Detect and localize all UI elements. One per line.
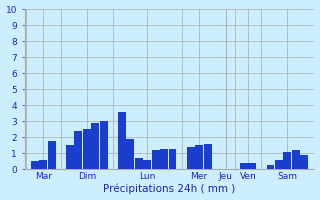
Bar — [169, 149, 177, 169]
Bar — [48, 141, 56, 169]
Bar — [100, 121, 108, 169]
Bar — [195, 145, 203, 169]
Bar — [135, 158, 143, 169]
Bar — [118, 112, 126, 169]
Bar — [300, 155, 308, 169]
Bar — [284, 152, 291, 169]
Bar — [143, 160, 151, 169]
Bar — [240, 163, 248, 169]
Bar — [152, 150, 160, 169]
Bar — [160, 149, 168, 169]
Bar — [204, 144, 212, 169]
Bar — [126, 139, 134, 169]
Bar — [92, 123, 99, 169]
Bar — [31, 161, 39, 169]
Bar — [248, 163, 256, 169]
Bar — [83, 129, 91, 169]
Bar — [39, 160, 47, 169]
X-axis label: Précipitations 24h ( mm ): Précipitations 24h ( mm ) — [103, 184, 236, 194]
Bar — [267, 165, 274, 169]
Bar — [187, 147, 195, 169]
Bar — [292, 150, 300, 169]
Bar — [275, 160, 283, 169]
Bar — [75, 131, 82, 169]
Bar — [66, 145, 74, 169]
